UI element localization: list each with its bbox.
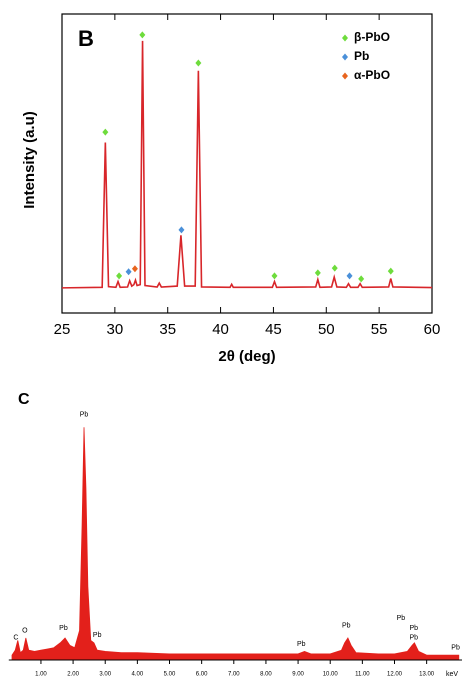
x-tick-label: 10.00 [323, 672, 339, 678]
peak-marker [358, 275, 365, 283]
x-tick-label: 1.00 [35, 672, 47, 678]
x-tick-label: 5.00 [164, 672, 176, 678]
peak-marker [131, 265, 138, 273]
peak-label: Pb [59, 625, 68, 632]
legend-marker [342, 53, 348, 61]
peak-marker [102, 128, 109, 136]
peak-label: Pb [342, 622, 351, 629]
peak-marker [346, 272, 353, 280]
peak-label: Pb [451, 644, 460, 651]
legend-label: β-PbO [354, 30, 390, 44]
panel-label: C [18, 391, 30, 408]
legend-marker [342, 34, 348, 42]
x-tick-label: 45 [265, 321, 282, 338]
x-tick-label: 9.00 [292, 672, 304, 678]
peak-label: Pb [397, 615, 406, 622]
x-tick-label: 35 [159, 321, 176, 338]
x-tick-label: 11.00 [355, 672, 370, 678]
peak-label: O [22, 627, 28, 634]
peak-marker [178, 226, 185, 234]
peak-marker [314, 269, 321, 277]
peak-marker [195, 59, 202, 67]
y-axis-label: Intensity (a.u) [21, 111, 38, 209]
xrd-line [61, 40, 433, 289]
peak-marker [387, 267, 394, 275]
legend-marker [342, 72, 348, 80]
x-tick-label: 12.00 [387, 672, 403, 678]
peak-label: Pb [410, 635, 419, 642]
x-axis-label: keV [446, 671, 458, 678]
x-tick-label: 2.00 [67, 672, 79, 678]
peak-marker [139, 31, 146, 39]
x-tick-label: 13.00 [419, 672, 435, 678]
x-tick-label: 25 [54, 321, 71, 338]
x-tick-label: 50 [318, 321, 335, 338]
peak-label: Pb [80, 412, 89, 419]
x-tick-label: 6.00 [196, 672, 208, 678]
peak-label: Pb [93, 632, 102, 639]
x-tick-label: 4.00 [132, 672, 144, 678]
x-tick-label: 8.00 [260, 672, 272, 678]
x-tick-label: 7.00 [228, 672, 240, 678]
peak-marker [116, 272, 123, 280]
x-tick-label: 40 [212, 321, 229, 338]
plot-frame [61, 13, 433, 314]
x-tick-label: 30 [107, 321, 124, 338]
peak-marker [271, 272, 278, 280]
peak-label: C [13, 635, 18, 642]
panel-label: B [78, 26, 94, 51]
legend-label: α-PbO [354, 68, 390, 82]
spectrum-area [11, 427, 460, 661]
peak-label: Pb [297, 641, 306, 648]
peak-marker [125, 268, 132, 276]
x-axis-label: 2θ (deg) [218, 348, 275, 365]
legend-label: Pb [354, 49, 369, 63]
x-tick-label: 55 [371, 321, 388, 338]
x-tick-label: 60 [424, 321, 441, 338]
peak-label: Pb [410, 625, 419, 632]
peak-marker [331, 264, 338, 272]
x-tick-label: 3.00 [99, 672, 111, 678]
